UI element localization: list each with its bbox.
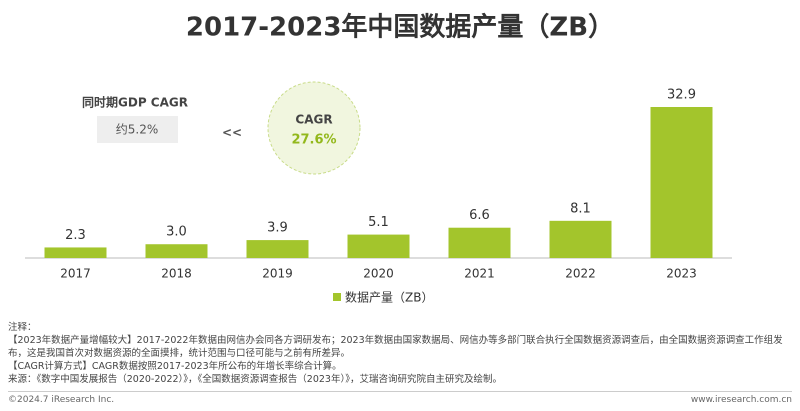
bar — [145, 244, 208, 258]
bar — [549, 220, 612, 258]
annotation: CAGR — [295, 113, 332, 127]
x-tick-label: 2022 — [565, 267, 596, 281]
x-tick-label: 2020 — [363, 267, 394, 281]
note: 来源：《数字中国发展报告（2020-2022）》，《全国数据资源调查报告（202… — [8, 374, 502, 385]
value-label: 2.3 — [65, 228, 86, 243]
annotation-box — [97, 116, 178, 143]
value-label: 8.1 — [570, 201, 591, 216]
value-label: 3.9 — [267, 221, 288, 236]
value-label: 3.0 — [166, 225, 187, 240]
footer-left: ©2024.7 iResearch Inc. — [8, 395, 115, 405]
footer-rule — [8, 391, 792, 392]
chart-title: 2017-2023年中国数据产量（ZB） — [186, 12, 614, 43]
legend-label: 数据产量（ZB） — [345, 290, 433, 305]
legend-swatch — [333, 293, 341, 301]
x-tick-label: 2023 — [666, 267, 697, 281]
annotation: << — [222, 126, 242, 140]
value-label: 5.1 — [368, 215, 389, 230]
note: 注释： — [8, 322, 37, 333]
bar — [347, 234, 410, 258]
bar — [650, 107, 713, 258]
footer-right: www.iresearch.com.cn — [690, 395, 792, 405]
cagr-circle — [267, 81, 361, 175]
x-tick-label: 2017 — [60, 267, 91, 281]
bar — [44, 247, 107, 258]
x-tick-label: 2021 — [464, 267, 495, 281]
note: 【CAGR计算方式】CAGR数据按照2017-2023年所公布的年增长率综合计算… — [8, 361, 342, 372]
bar — [448, 227, 511, 258]
x-tick-label: 2019 — [262, 267, 293, 281]
annotation: 约5.2% — [116, 122, 159, 137]
bar — [246, 240, 309, 258]
annotation: 27.6% — [291, 133, 336, 148]
annotation: 同时期GDP CAGR — [82, 95, 188, 110]
x-tick-label: 2018 — [161, 267, 192, 281]
value-label: 32.9 — [667, 88, 696, 103]
value-label: 6.6 — [469, 208, 490, 223]
note: 【2023年数据产量增幅较大】2017-2022年数据由网信办会同各方调研发布；… — [8, 335, 783, 359]
